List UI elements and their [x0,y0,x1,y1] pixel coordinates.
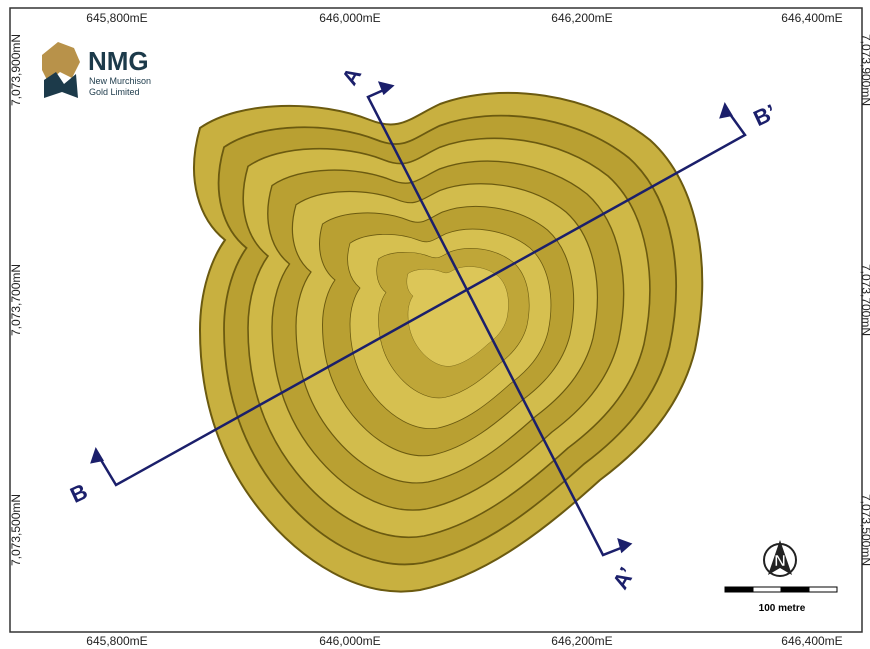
north-arrow: N [763,540,797,577]
logo-name: NMG [88,46,149,76]
coordinate-label: 7,073,900mN [859,34,870,106]
coordinate-labels: 645,800mE 646,000mE 646,200mE 646,400mE 645,… [9,11,870,648]
coordinate-label: 7,073,700mN [859,264,870,336]
scale-label: 100 metre [759,603,806,614]
coordinate-label: 7,073,500mN [9,494,23,566]
coordinate-label: 646,200mE [551,634,612,648]
coordinate-label: 646,400mE [781,634,842,648]
coordinate-label: 646,400mE [781,11,842,25]
coordinate-label: 7,073,900mN [9,34,23,106]
section-lines [90,81,747,557]
coordinate-label: 7,073,500mN [859,494,870,566]
logo-text: Gold Limited [89,87,140,97]
coordinate-label: 646,200mE [551,11,612,25]
logo-text: New Murchison [89,76,151,86]
coordinate-label: 645,800mE [86,11,147,25]
coordinate-label: 646,000mE [319,634,380,648]
north-label: N [774,553,786,570]
coordinate-label: 645,800mE [86,634,147,648]
coordinate-label: 646,000mE [319,11,380,25]
coordinate-label: 7,073,700mN [9,264,23,336]
logo: NMG New Murchison Gold Limited [42,42,151,98]
scale-bar [724,586,838,593]
